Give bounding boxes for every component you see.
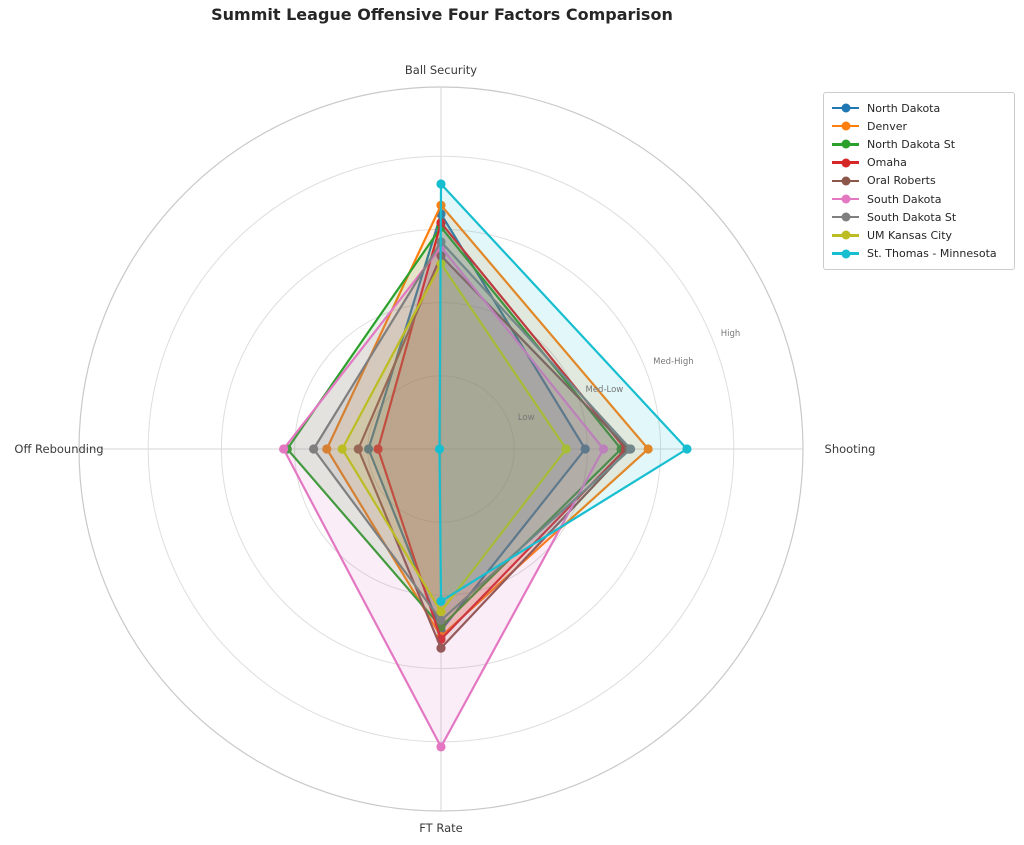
data-point <box>436 643 446 653</box>
legend-line-marker-icon <box>832 249 859 259</box>
legend: North Dakota Denver North Dakota St Omaha Or… <box>823 92 1015 270</box>
legend-label: Omaha <box>867 156 907 170</box>
legend-dot-icon <box>841 139 850 149</box>
legend-item: North Dakota St <box>832 135 1005 153</box>
legend-label: UM Kansas City <box>867 228 953 242</box>
legend-label: Oral Roberts <box>867 174 936 188</box>
data-point <box>598 444 609 454</box>
data-point <box>434 444 445 454</box>
data-point <box>643 444 653 454</box>
data-point <box>309 444 319 454</box>
legend-item: North Dakota <box>832 99 1005 117</box>
legend-dot-icon <box>841 194 850 204</box>
axis-label-shooting: Shooting <box>825 442 876 456</box>
legend-item: South Dakota St <box>832 208 1005 226</box>
axis-label-off-rebounding: Off Rebounding <box>14 442 103 456</box>
radial-tick-label: Med-Low <box>585 385 623 395</box>
legend-line-marker-icon <box>832 176 859 186</box>
radar-series-st-thomas-minnesota <box>438 182 689 603</box>
data-point <box>436 606 446 617</box>
radial-tick-label: Med-High <box>653 357 694 367</box>
legend-line-marker-icon <box>832 194 859 204</box>
legend-label: North Dakota St <box>867 137 956 151</box>
legend-line-marker-icon <box>832 103 859 113</box>
data-point <box>279 444 289 454</box>
legend-dot-icon <box>841 121 850 131</box>
legend-line-marker-icon <box>832 158 859 168</box>
radial-tick-label: High <box>721 329 741 339</box>
legend-dot-icon <box>841 212 850 222</box>
legend-item: Oral Roberts <box>832 172 1005 190</box>
legend-dot-icon <box>841 158 850 168</box>
legend-line-marker-icon <box>832 212 859 222</box>
data-point <box>373 444 383 454</box>
data-point <box>682 444 692 454</box>
data-point <box>337 444 347 454</box>
data-point <box>436 179 446 189</box>
legend-label: South Dakota St <box>867 210 957 224</box>
legend-item: St. Thomas - Minnesota <box>832 245 1005 263</box>
legend-line-marker-icon <box>832 230 859 240</box>
legend-dot-icon <box>841 249 850 259</box>
legend-label: Denver <box>867 119 908 133</box>
radial-tick-label: Low <box>518 413 535 423</box>
legend-item: UM Kansas City <box>832 226 1005 244</box>
legend-label: St. Thomas - Minnesota <box>867 247 997 261</box>
legend-line-marker-icon <box>832 139 859 149</box>
legend-item: South Dakota <box>832 190 1005 208</box>
legend-label: North Dakota <box>867 101 941 115</box>
legend-item: Omaha <box>832 154 1005 172</box>
data-point <box>580 444 590 454</box>
legend-dot-icon <box>841 230 850 240</box>
data-point <box>436 742 446 752</box>
axis-label-ball-security: Ball Security <box>405 63 477 77</box>
data-point <box>353 444 363 454</box>
legend-label: South Dakota <box>867 192 942 206</box>
axis-label-ft-rate: FT Rate <box>419 821 462 835</box>
chart-title: Summit League Offensive Four Factors Com… <box>211 5 673 24</box>
data-point <box>322 444 332 454</box>
data-point <box>436 596 446 606</box>
legend-dot-icon <box>841 176 850 186</box>
legend-item: Denver <box>832 117 1005 135</box>
legend-dot-icon <box>841 103 850 113</box>
data-point <box>561 444 571 454</box>
data-point <box>436 615 446 625</box>
data-point <box>363 444 374 454</box>
data-point <box>625 444 636 454</box>
legend-line-marker-icon <box>832 121 859 131</box>
